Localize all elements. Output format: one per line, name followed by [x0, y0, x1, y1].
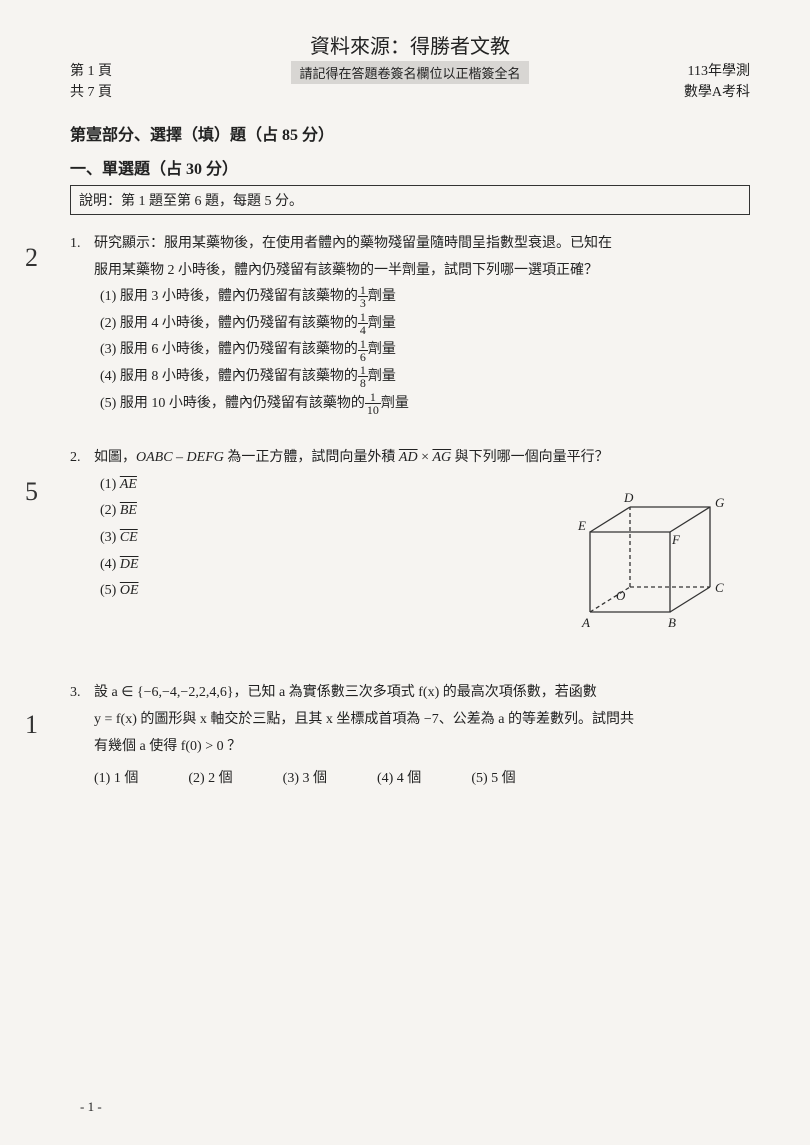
- question-2: 5 2. 如圖，OABC – DEFG 為一正方體，試問向量外積 AD × AG…: [70, 445, 750, 652]
- exam-year: 113年學測: [660, 61, 750, 82]
- cube-label-B: B: [668, 615, 676, 630]
- q3-stem-a: 設 a ∈ {−6,−4,−2,2,4,6}，已知 a 為實係數三次多項式 f(…: [94, 685, 597, 700]
- header-left: 第 1 頁 共 7 頁: [70, 61, 160, 103]
- header-right: 113年學測 數學A考科: [660, 61, 750, 103]
- cube-label-F: F: [671, 532, 681, 547]
- q1-stem-b: 服用某藥物 2 小時後，體內仍殘留有該藥物的一半劑量，試問下列哪一選項正確？: [94, 263, 598, 278]
- cube-figure: A B C O E F G D: [550, 472, 750, 653]
- q1-option: (3) 服用 6 小時後，體內仍殘留有該藥物的16劑量: [100, 337, 750, 364]
- handwritten-answer-2: 5: [25, 467, 38, 516]
- question-3: 1 3. 設 a ∈ {−6,−4,−2,2,4,6}，已知 a 為實係數三次多…: [70, 680, 750, 792]
- q3-option: (4) 4 個: [377, 766, 421, 793]
- q1-option: (4) 服用 8 小時後，體內仍殘留有該藥物的18劑量: [100, 364, 750, 391]
- handwritten-answer-3: 1: [25, 700, 38, 749]
- section-title: 一、單選題（占 30 分）: [70, 155, 750, 179]
- question-1: 2 1. 研究顯示：服用某藥物後，在使用者體內的藥物殘留量隨時間呈指數型衰退。已…: [70, 231, 750, 417]
- q3-options: (1) 1 個 (2) 2 個 (3) 3 個 (4) 4 個 (5) 5 個: [94, 766, 750, 793]
- q3-option: (3) 3 個: [283, 766, 327, 793]
- instruction-box: 說明：第 1 題至第 6 題，每題 5 分。: [70, 185, 750, 215]
- cube-label-E: E: [577, 518, 586, 533]
- q1-stem-a: 研究顯示：服用某藥物後，在使用者體內的藥物殘留量隨時間呈指數型衰退。已知在: [94, 236, 612, 251]
- cube-svg: A B C O E F G D: [550, 472, 740, 642]
- q2-options: (1) AE(2) BE(3) CE(4) DE(5) OE: [94, 472, 550, 653]
- header-notice: 請記得在答題卷簽名欄位以正楷簽全名: [291, 61, 528, 84]
- q1-option: (5) 服用 10 小時後，體內仍殘留有該藥物的110劑量: [100, 391, 750, 418]
- cube-label-C: C: [715, 580, 724, 595]
- cube-label-O: O: [616, 588, 626, 603]
- cube-label-A: A: [581, 615, 590, 630]
- q2-option: (5) OE: [100, 578, 550, 605]
- exam-page: 資料來源：得勝者文教 第 1 頁 共 7 頁 請記得在答題卷簽名欄位以正楷簽全名…: [0, 0, 810, 1145]
- q3-number: 3.: [70, 680, 81, 707]
- q2-number: 2.: [70, 445, 81, 472]
- q2-stem: 如圖，OABC – DEFG 為一正方體，試問向量外積 AD × AG 與下列哪…: [94, 450, 609, 465]
- q3-option: (5) 5 個: [471, 766, 515, 793]
- q3-stem-b: y = f(x) 的圖形與 x 軸交於三點，且其 x 坐標成首項為 −7、公差為…: [94, 712, 634, 727]
- page-header: 第 1 頁 共 7 頁 請記得在答題卷簽名欄位以正楷簽全名 113年學測 數學A…: [70, 61, 750, 103]
- cube-label-G: G: [715, 495, 725, 510]
- q1-option: (1) 服用 3 小時後，體內仍殘留有該藥物的13劑量: [100, 284, 750, 311]
- q2-option: (4) DE: [100, 552, 550, 579]
- q2-option: (1) AE: [100, 472, 550, 499]
- q3-stem-c: 有幾個 a 使得 f(0) > 0 ？: [94, 739, 241, 754]
- q1-option: (2) 服用 4 小時後，體內仍殘留有該藥物的14劑量: [100, 311, 750, 338]
- page-current: 第 1 頁: [70, 61, 160, 82]
- source-line: 資料來源：得勝者文教: [70, 30, 750, 59]
- page-total: 共 7 頁: [70, 82, 160, 103]
- exam-subject: 數學A考科: [660, 82, 750, 103]
- q3-option: (2) 2 個: [188, 766, 232, 793]
- q2-option: (3) CE: [100, 525, 550, 552]
- q2-option: (2) BE: [100, 498, 550, 525]
- q1-number: 1.: [70, 231, 81, 258]
- part-title: 第壹部分、選擇（填）題（占 85 分）: [70, 121, 750, 145]
- handwritten-answer-1: 2: [25, 233, 38, 282]
- page-footer: - 1 -: [80, 1099, 102, 1115]
- cube-label-D: D: [623, 490, 634, 505]
- q3-option: (1) 1 個: [94, 766, 138, 793]
